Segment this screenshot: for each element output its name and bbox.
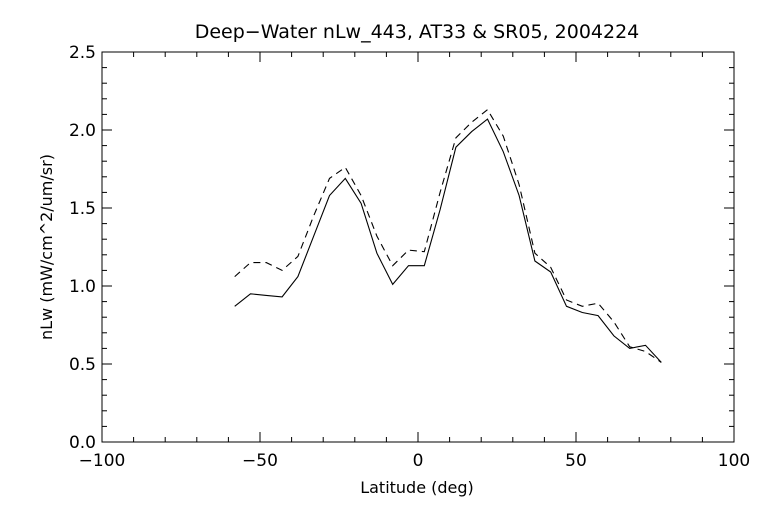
y-tick-label: 2.0 [69,121,96,141]
y-tick-label: 1.0 [69,277,96,297]
axes: −100 −50 0 50 100 0.0 0.5 1.0 1.5 2.0 2.5 [69,43,750,471]
y-tick-label: 0.0 [69,433,96,453]
y-tick-label: 1.5 [69,199,96,219]
plot-area-frame [101,51,735,443]
x-tick-label: 0 [413,451,424,471]
series-line-solid [234,118,662,363]
x-tick-label: 100 [718,451,750,471]
x-tick-label: −100 [79,451,126,471]
series-line-dashed [234,108,662,363]
y-axis-label: nLw (mW/cm^2/um/sr) [37,154,56,340]
x-tick-label: 50 [565,451,587,471]
x-axis-label: Latitude (deg) [360,478,474,497]
x-tick-label: −50 [242,451,278,471]
y-tick-label: 2.5 [69,43,96,63]
y-tick-label: 0.5 [69,355,96,375]
series-layer [234,108,662,363]
chart-title: Deep−Water nLw_443, AT33 & SR05, 2004224 [195,21,640,43]
